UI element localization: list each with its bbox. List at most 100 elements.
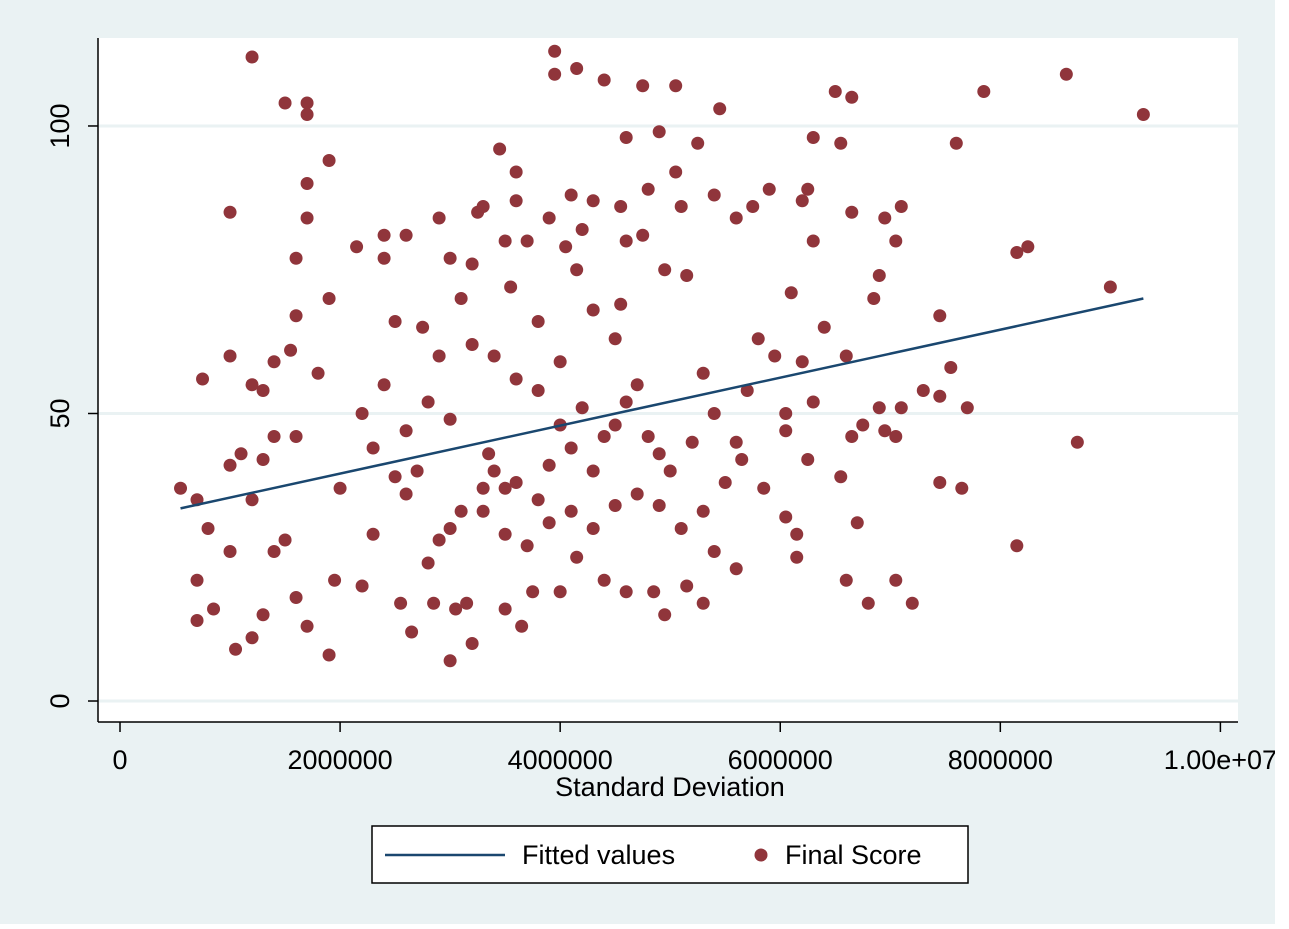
point [680, 579, 694, 593]
point [641, 182, 655, 196]
point [718, 475, 732, 489]
point [575, 401, 589, 415]
point [828, 84, 842, 98]
point [839, 573, 853, 587]
point [608, 499, 622, 513]
point [801, 182, 815, 196]
point [460, 596, 474, 610]
point [289, 251, 303, 265]
point [636, 228, 650, 242]
point [487, 349, 501, 363]
point [399, 424, 413, 438]
point [658, 263, 672, 277]
point [757, 481, 771, 495]
point [619, 130, 633, 144]
point [795, 355, 809, 369]
plot-area [98, 38, 1238, 722]
point [663, 464, 677, 478]
point [421, 556, 435, 570]
point [322, 291, 336, 305]
point [399, 487, 413, 501]
point [377, 251, 391, 265]
point [553, 585, 567, 599]
point [190, 573, 204, 587]
point [1070, 435, 1084, 449]
point [476, 504, 490, 518]
point [482, 447, 496, 461]
point [504, 280, 518, 294]
point [762, 182, 776, 196]
point [729, 435, 743, 449]
legend-swatch [754, 848, 768, 862]
point [553, 355, 567, 369]
point [652, 447, 666, 461]
point [300, 96, 314, 110]
point [872, 401, 886, 415]
x-tick-label: 1.00e+07 [1164, 745, 1277, 775]
point [597, 573, 611, 587]
point [223, 458, 237, 472]
point [674, 199, 688, 213]
point [834, 136, 848, 150]
point [509, 194, 523, 208]
axes: 0 50 100 0 2000000 4000000 6000000 8000000 1.00e… [45, 38, 1277, 775]
point [713, 102, 727, 116]
point [806, 234, 820, 248]
point [779, 406, 793, 420]
point [333, 481, 347, 495]
point [652, 499, 666, 513]
point [432, 533, 446, 547]
point [223, 545, 237, 559]
point [608, 418, 622, 432]
point [889, 234, 903, 248]
point [564, 441, 578, 455]
point [289, 591, 303, 605]
point [449, 602, 463, 616]
point [366, 441, 380, 455]
point [944, 360, 958, 374]
point [564, 504, 578, 518]
point [790, 550, 804, 564]
point [548, 67, 562, 81]
point [223, 205, 237, 219]
point [614, 297, 628, 311]
x-tick-label: 8000000 [948, 745, 1053, 775]
point [531, 493, 545, 507]
point [889, 573, 903, 587]
point [443, 654, 457, 668]
point [735, 452, 749, 466]
point [465, 637, 479, 651]
point [388, 314, 402, 328]
point [652, 125, 666, 139]
point [366, 527, 380, 541]
point [355, 406, 369, 420]
point [933, 475, 947, 489]
point [614, 199, 628, 213]
point [416, 320, 430, 334]
point [174, 481, 188, 495]
point [806, 395, 820, 409]
point [806, 130, 820, 144]
point [300, 619, 314, 633]
point [647, 585, 661, 599]
point [207, 602, 221, 616]
point [322, 153, 336, 167]
point [443, 412, 457, 426]
point [432, 211, 446, 225]
point [977, 84, 991, 98]
point [476, 199, 490, 213]
point [845, 90, 859, 104]
point [685, 435, 699, 449]
point [894, 401, 908, 415]
point [509, 475, 523, 489]
point [916, 383, 930, 397]
point [1010, 245, 1024, 259]
point [850, 516, 864, 530]
point [394, 596, 408, 610]
point [817, 320, 831, 334]
point [432, 349, 446, 363]
legend-label: Final Score [785, 840, 922, 870]
point [751, 332, 765, 346]
point [878, 424, 892, 438]
